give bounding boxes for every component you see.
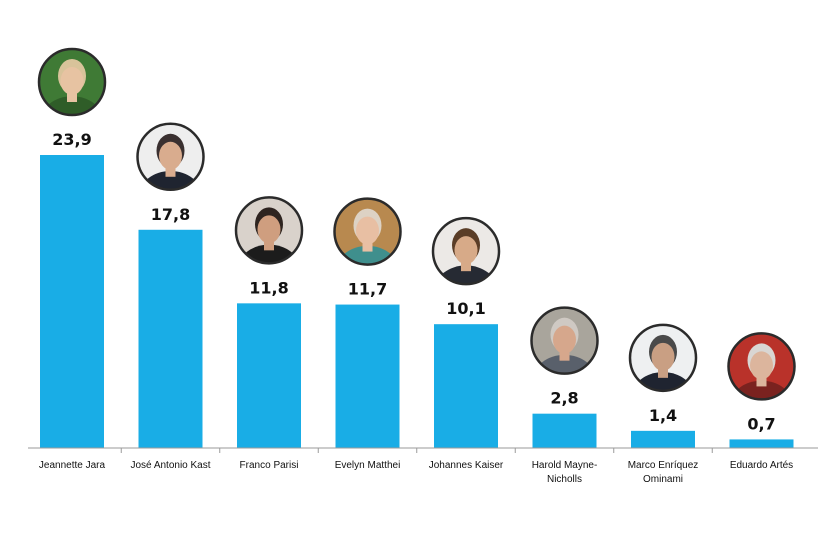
value-label: 1,4 [649, 406, 677, 425]
tick-labels-group: Jeannette Jara José Antonio Kast Franco Pa… [39, 460, 793, 485]
value-label: 11,7 [348, 280, 387, 299]
jeannette-jara-portrait-icon [37, 47, 107, 117]
category-label: Franco Parisi [240, 460, 299, 471]
value-labels-group: 23,9 17,8 11,8 11,7 10,1 2,8 1,4 0,7 [52, 130, 775, 433]
bar [237, 303, 301, 448]
value-label: 10,1 [446, 299, 485, 318]
evelyn-matthei-portrait-icon [333, 197, 402, 266]
bar [40, 155, 104, 448]
category-label: José Antonio Kast [130, 460, 210, 471]
category-label: Eduardo Artés [730, 460, 793, 471]
value-label: 17,8 [151, 205, 190, 224]
avatars-group [37, 47, 796, 401]
category-label: Evelyn Matthei [335, 460, 401, 471]
category-label: Harold Mayne-Nicholls [532, 460, 598, 485]
x-ticks-group [120, 448, 713, 453]
marco-enriquez-ominami-portrait-icon [628, 323, 698, 393]
value-label: 2,8 [550, 389, 578, 408]
category-label: Jeannette Jara [39, 460, 106, 471]
bar [729, 439, 794, 448]
eduardo-artes-portrait-icon [727, 332, 796, 401]
value-label: 11,8 [249, 278, 288, 297]
bar [138, 229, 203, 448]
johannes-kaiser-portrait-icon [431, 216, 501, 286]
bar [434, 324, 498, 448]
value-label: 23,9 [52, 130, 91, 149]
jose-antonio-kast-portrait-icon [136, 122, 205, 192]
harold-mayne-nicholls-portrait-icon [530, 306, 599, 375]
bar [631, 430, 695, 448]
category-label: Johannes Kaiser [429, 460, 504, 471]
bar [532, 413, 597, 448]
bar [335, 304, 400, 448]
category-label: Marco Enríquez Ominami [628, 460, 699, 485]
value-label: 0,7 [747, 414, 775, 433]
franco-parisi-portrait-icon [234, 196, 304, 265]
bars-group [40, 155, 794, 448]
